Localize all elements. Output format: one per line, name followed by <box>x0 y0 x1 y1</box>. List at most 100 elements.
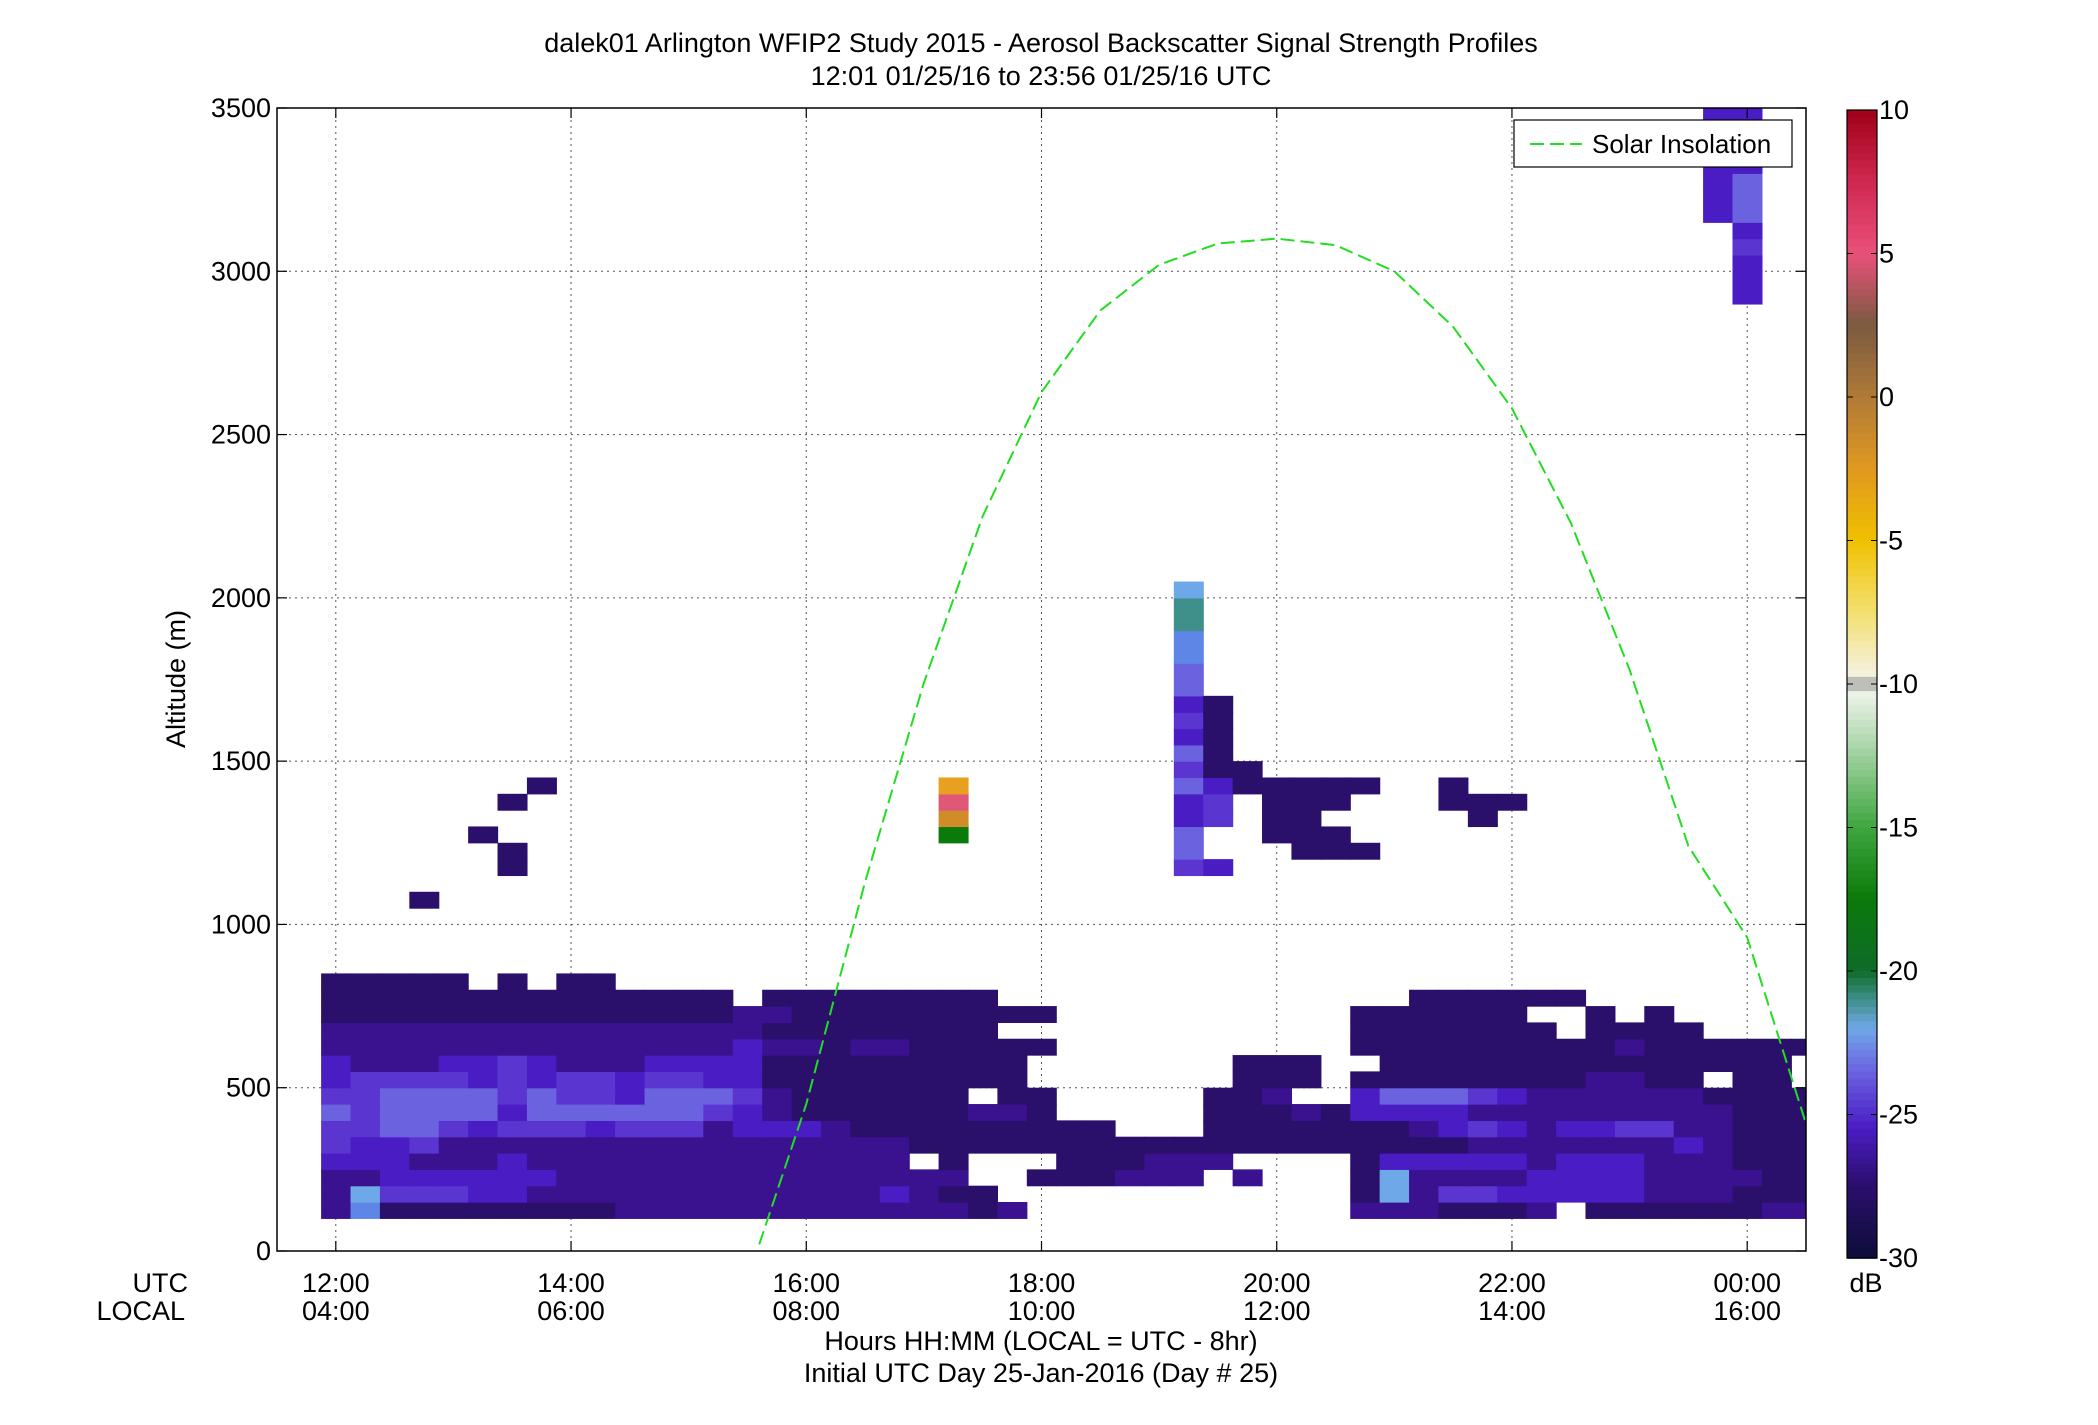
colorbar-step <box>1847 138 1877 147</box>
backscatter-cell <box>585 1022 616 1040</box>
backscatter-cell <box>1379 1169 1410 1187</box>
backscatter-cell <box>379 1104 410 1121</box>
colorbar-step <box>1847 770 1877 779</box>
backscatter-cell <box>1438 1055 1469 1072</box>
backscatter-cell <box>732 1185 763 1203</box>
backscatter-cell <box>1732 1153 1763 1170</box>
backscatter-cell <box>497 859 528 877</box>
backscatter-cell <box>1497 1136 1528 1154</box>
backscatter-cell <box>350 1006 381 1023</box>
colorbar-step <box>1847 1035 1877 1044</box>
backscatter-cell <box>1791 1038 1806 1056</box>
backscatter-cell <box>556 1185 587 1203</box>
y-tick-labels: 0 500 1000 1500 2000 2500 3000 3500 <box>211 93 271 1266</box>
backscatter-cell <box>350 1169 381 1187</box>
backscatter-cell <box>909 989 940 1007</box>
backscatter-cell <box>762 989 793 1007</box>
backscatter-cell <box>1614 1104 1645 1121</box>
colorbar-step <box>1847 956 1877 965</box>
backscatter-cell <box>703 1104 734 1121</box>
backscatter-cell <box>379 1087 410 1105</box>
backscatter-cell <box>1644 1185 1675 1203</box>
backscatter-cell <box>1173 630 1204 648</box>
backscatter-cell <box>1673 1071 1704 1089</box>
backscatter-cell <box>1379 1055 1410 1072</box>
colorbar-step <box>1847 1207 1877 1216</box>
backscatter-cell <box>879 1202 910 1219</box>
backscatter-cell <box>967 1071 998 1089</box>
backscatter-cell <box>1821 1120 1851 1137</box>
backscatter-cell <box>1438 1071 1469 1089</box>
backscatter-cell <box>1467 1136 1498 1154</box>
backscatter-cell <box>1732 1038 1763 1056</box>
solar-insolation-series <box>758 237 1806 1245</box>
colorbar-step <box>1847 1128 1877 1137</box>
backscatter-cell <box>1056 1153 1087 1170</box>
backscatter-cell <box>1732 1104 1763 1121</box>
backscatter-cell <box>1644 1136 1675 1154</box>
backscatter-cell <box>791 1022 822 1040</box>
backscatter-cell <box>497 1006 528 1023</box>
colorbar-step <box>1847 820 1877 829</box>
backscatter-cell <box>1761 1153 1792 1170</box>
backscatter-cell <box>497 973 528 991</box>
backscatter-cell <box>2027 1120 2057 1137</box>
backscatter-cell <box>1909 1202 1939 1219</box>
colorbar-step <box>1847 870 1877 879</box>
backscatter-cell <box>321 1104 352 1121</box>
backscatter-cell <box>938 1022 969 1040</box>
backscatter-cell <box>497 1136 528 1154</box>
backscatter-cell <box>1291 1104 1322 1121</box>
backscatter-cell <box>321 973 352 991</box>
backscatter-cell <box>2085 1120 2098 1137</box>
backscatter-cell <box>644 1136 675 1154</box>
backscatter-cell <box>1732 222 1763 240</box>
grid-lines <box>277 107 1806 1252</box>
backscatter-cell <box>1350 1104 1381 1121</box>
backscatter-cell <box>585 1169 616 1187</box>
backscatter-cell <box>762 1202 793 1219</box>
backscatter-cell <box>703 1006 734 1023</box>
colorbar-step <box>1847 440 1877 449</box>
backscatter-cell <box>2085 1104 2098 1121</box>
backscatter-cell <box>1438 1038 1469 1056</box>
backscatter-cell <box>1320 826 1351 844</box>
backscatter-cell <box>1880 1186 1910 1203</box>
backscatter-cell <box>1673 1022 1704 1040</box>
colorbar-step <box>1847 626 1877 635</box>
backscatter-cell <box>909 1087 940 1105</box>
backscatter-cell <box>644 1006 675 1023</box>
backscatter-cell <box>1614 1169 1645 1187</box>
backscatter-cell <box>1821 1169 1851 1186</box>
backscatter-cell <box>732 1104 763 1121</box>
backscatter-cell <box>850 1169 881 1187</box>
colorbar-step <box>1847 971 1877 979</box>
backscatter-cell <box>1026 1087 1057 1105</box>
colorbar-step <box>1847 231 1877 240</box>
backscatter-cell <box>673 1071 704 1089</box>
colorbar-step <box>1847 906 1877 915</box>
backscatter-cell <box>1203 859 1234 877</box>
backscatter-cell <box>850 1153 881 1170</box>
colorbar-step <box>1847 985 1877 994</box>
colorbar-step <box>1847 325 1877 334</box>
backscatter-cell <box>321 1022 352 1040</box>
backscatter-cell <box>468 1169 499 1187</box>
colorbar-step <box>1847 260 1877 269</box>
backscatter-cell <box>703 1202 734 1219</box>
backscatter-cell <box>1732 1169 1763 1187</box>
backscatter-cell <box>703 1153 734 1170</box>
backscatter-cell <box>1173 842 1204 860</box>
backscatter-cell <box>938 1104 969 1121</box>
backscatter-cell <box>1144 1169 1175 1187</box>
backscatter-cell <box>321 1087 352 1105</box>
backscatter-cell <box>1585 1006 1616 1023</box>
colorbar-step <box>1847 110 1877 118</box>
colorbar-step <box>1847 562 1877 570</box>
backscatter-cell <box>850 1006 881 1023</box>
backscatter-cell <box>526 1120 557 1138</box>
backscatter-cell <box>2056 1153 2086 1170</box>
colorbar-step <box>1847 174 1877 183</box>
backscatter-cell <box>1821 1186 1851 1203</box>
backscatter-cell <box>1203 1104 1234 1121</box>
